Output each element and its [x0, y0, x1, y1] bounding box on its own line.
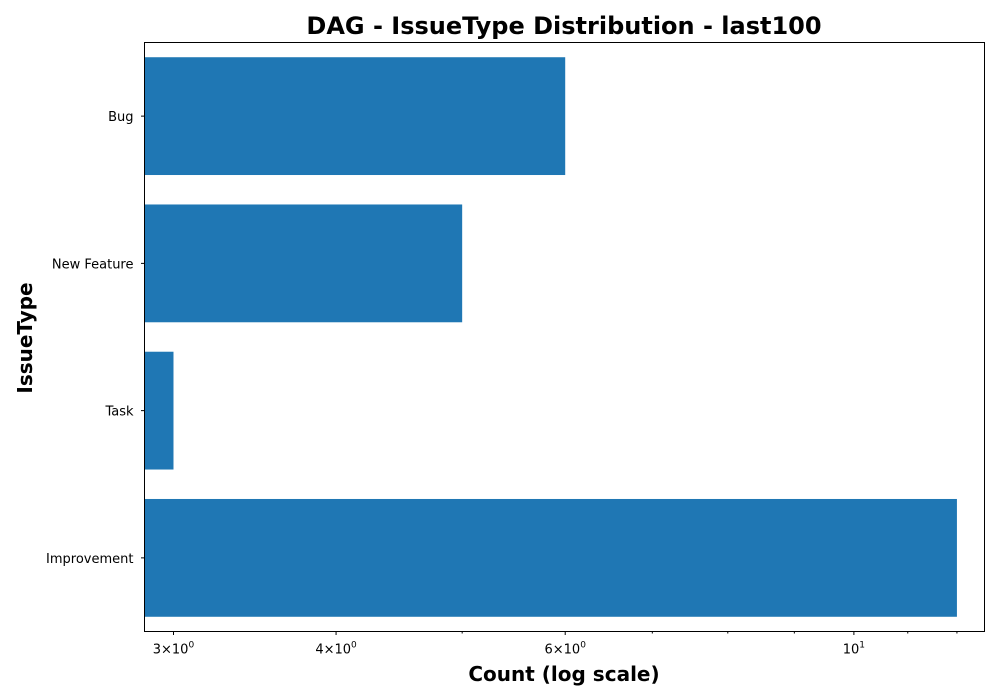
bar-task: [144, 351, 174, 470]
y-tick-label-improvement: Improvement: [46, 552, 133, 567]
y-axis-label: IssueType: [13, 282, 37, 393]
x-tick-label: 6×100: [544, 641, 586, 658]
x-axis-ticks: 3×100 4×100 6×100 101: [153, 631, 958, 658]
x-tick-label: 101: [843, 641, 865, 658]
bar-bug: [144, 57, 566, 176]
y-tick-label-task: Task: [104, 405, 134, 420]
y-tick-label-bug: Bug: [108, 110, 133, 125]
plot-frame: [144, 42, 985, 632]
x-tick-label: 3×100: [153, 641, 195, 658]
bars-group: [144, 57, 957, 617]
chart-title: DAG - IssueType Distribution - last100: [306, 12, 821, 40]
y-axis-ticks: Bug New Feature Task Improvement: [46, 110, 145, 567]
bar-new-feature: [144, 204, 463, 323]
x-axis-label: Count (log scale): [468, 662, 659, 686]
y-tick-label-new-feature: New Feature: [52, 257, 134, 272]
bar-improvement: [144, 498, 957, 617]
x-tick-label: 4×100: [315, 641, 357, 658]
